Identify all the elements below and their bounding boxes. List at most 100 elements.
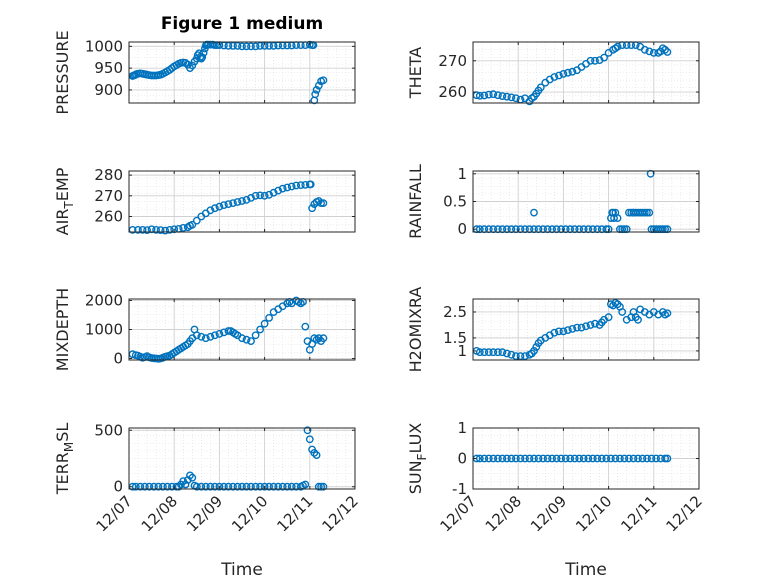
- data-point: [314, 81, 323, 90]
- data-point: [586, 56, 595, 65]
- axes-box: [128, 427, 356, 490]
- data-point: [625, 454, 633, 463]
- data-point: [638, 454, 647, 463]
- data-point: [201, 482, 210, 491]
- data-point: [287, 182, 296, 191]
- data-point: [301, 322, 310, 331]
- y-tick-label: 0: [457, 450, 467, 468]
- data-point: [530, 346, 538, 355]
- data-point: [573, 323, 581, 332]
- panel-rainfall: 0 0.5 1 RAINFALL: [406, 164, 700, 239]
- data-point: [224, 327, 233, 335]
- data-point: [229, 42, 237, 50]
- y-tick-label: 1: [457, 165, 467, 183]
- data-point: [475, 348, 484, 357]
- data-point: [219, 482, 228, 491]
- data-point: [498, 454, 507, 463]
- panel-mixdepth: 0 1000 2000 MIXDEPTH: [53, 288, 356, 371]
- data-point: [238, 197, 246, 205]
- data-point: [265, 190, 273, 199]
- y-tick-label: 260: [94, 207, 123, 225]
- data-point: [663, 309, 672, 318]
- data-point: [521, 352, 529, 360]
- data-point: [534, 454, 543, 463]
- data-point: [247, 337, 255, 345]
- data-point: [247, 193, 255, 202]
- data-point: [154, 482, 163, 491]
- data-point: [156, 226, 165, 235]
- data-point: [575, 454, 584, 463]
- data-point: [308, 204, 316, 213]
- data-point: [613, 214, 622, 223]
- data-point: [140, 482, 149, 491]
- data-point: [306, 180, 315, 189]
- data-point: [311, 90, 320, 99]
- y-tick-label: 270: [94, 187, 123, 205]
- data-point: [552, 454, 561, 463]
- data-point: [555, 327, 563, 336]
- data-point: [247, 482, 255, 491]
- y-tick-label: 0.5: [443, 193, 467, 211]
- x-tick-label: 12/10: [572, 492, 615, 535]
- data-point: [616, 454, 624, 463]
- axes-box: [472, 41, 700, 104]
- data-point: [663, 48, 672, 56]
- x-axis-label-left: Time: [220, 560, 263, 580]
- data-point: [557, 454, 565, 463]
- data-point: [233, 42, 242, 50]
- data-point: [568, 67, 577, 76]
- data-point: [584, 454, 593, 463]
- data-point: [265, 42, 273, 50]
- data-point: [643, 454, 651, 463]
- data-point: [611, 454, 620, 463]
- panel-pressure: 900 950 1000 PRESSURE: [53, 30, 356, 115]
- data-point: [192, 216, 201, 225]
- data-point: [274, 482, 283, 491]
- y-tick-label: 900: [94, 81, 123, 99]
- data-point: [206, 332, 215, 341]
- data-point: [229, 482, 237, 491]
- data-point: [283, 183, 292, 192]
- data-point: [502, 92, 511, 101]
- data-point: [564, 326, 572, 334]
- axes-box: [472, 298, 700, 361]
- data-point: [319, 334, 328, 343]
- data-point: [219, 201, 228, 210]
- data-point: [206, 482, 215, 491]
- data-point: [600, 53, 608, 62]
- data-point: [314, 197, 323, 205]
- y-tick-label: 1: [457, 419, 467, 437]
- data-point: [317, 482, 325, 491]
- data-point: [502, 349, 511, 358]
- y-tick-label: 260: [438, 83, 467, 101]
- y-tick-label: 2000: [85, 291, 123, 309]
- data-point: [502, 454, 511, 463]
- data-point: [278, 184, 287, 193]
- data-point: [251, 482, 260, 491]
- data-point: [210, 331, 219, 340]
- data-point: [233, 198, 242, 206]
- data-point: [198, 53, 207, 62]
- y-tick-label: 1000: [85, 37, 123, 55]
- x-tick-label: 12/07: [437, 492, 480, 535]
- data-point: [197, 332, 206, 341]
- data-point: [498, 348, 507, 357]
- data-point: [265, 482, 273, 491]
- data-point: [242, 42, 251, 51]
- panel-sun_flux: -1 0 1 12/07 12/08 12/09 12/10 12/11 12/12 SUNFLU…: [406, 419, 706, 535]
- data-point: [174, 482, 183, 491]
- data-point: [319, 199, 328, 208]
- data-point: [645, 47, 654, 56]
- data-point: [498, 92, 507, 101]
- data-point: [278, 482, 287, 491]
- y-tick-label: -1: [452, 480, 467, 498]
- y-axis-label: H2OMIXRA: [406, 287, 425, 373]
- data-point: [570, 454, 579, 463]
- data-point: [287, 482, 296, 491]
- data-point: [161, 226, 170, 235]
- data-point: [242, 335, 251, 344]
- data-point: [256, 191, 264, 200]
- data-point: [532, 343, 541, 351]
- x-axis-label-right: Time: [564, 560, 607, 580]
